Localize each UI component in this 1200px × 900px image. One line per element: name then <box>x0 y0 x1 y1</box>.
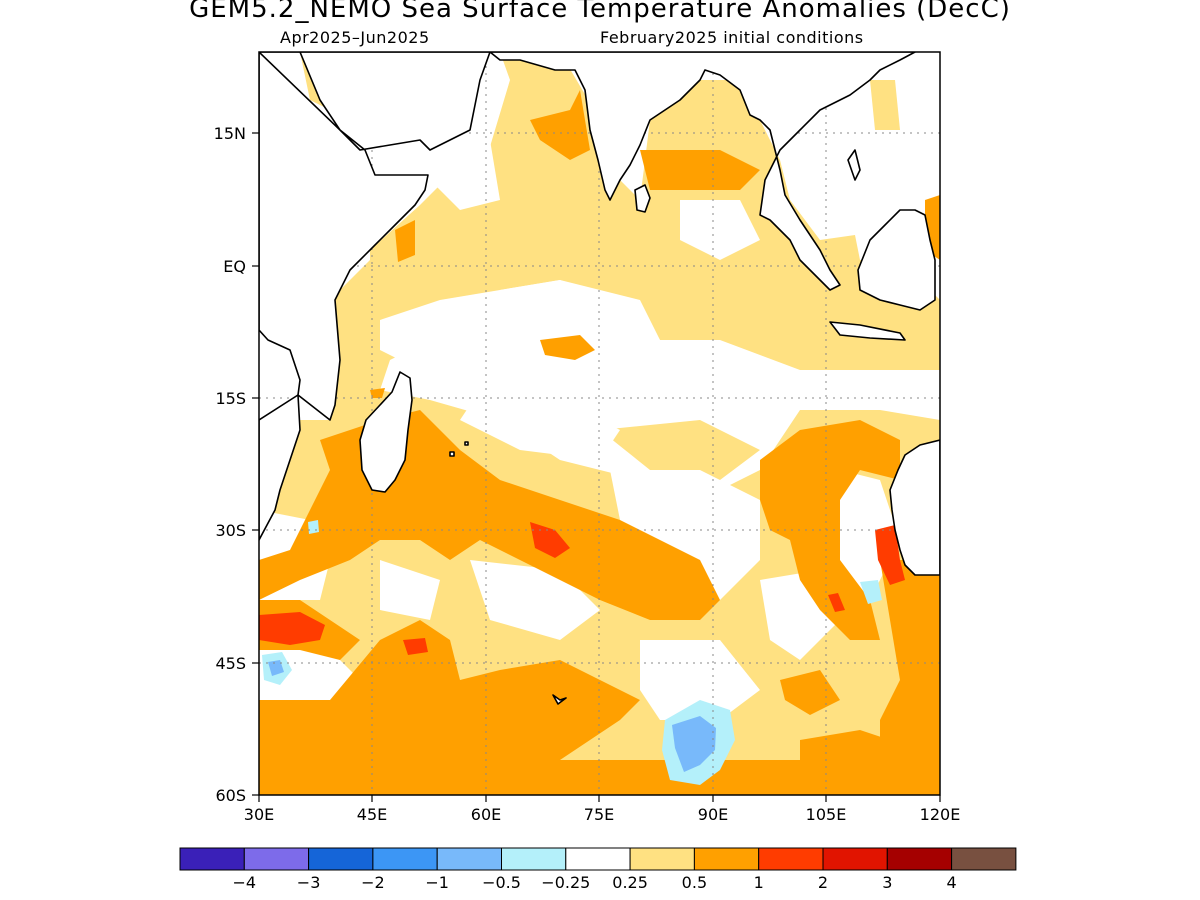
lat-label-15n: 15N <box>214 124 246 143</box>
kerguelen <box>552 694 567 705</box>
gridlines <box>259 52 940 795</box>
lat-label-45s: 45S <box>215 654 246 673</box>
madagascar <box>359 371 413 493</box>
southeast-asia <box>847 149 936 311</box>
colorbar-label: −0.5 <box>482 873 521 892</box>
lat-label-30s: 30S <box>215 521 246 540</box>
colorbar-swatch <box>308 847 374 871</box>
lon-label-120e: 120E <box>920 805 961 824</box>
colorbar-swatch <box>372 847 438 871</box>
coastlines <box>259 52 940 705</box>
anomaly-1-2 <box>259 522 905 655</box>
colorbar-swatch <box>693 847 760 871</box>
colorbar-swatch <box>629 847 695 871</box>
colorbar-label: −4 <box>233 873 257 892</box>
lon-label-105e: 105E <box>806 805 847 824</box>
lon-label-30e: 30E <box>244 805 274 824</box>
colorbar-swatch <box>179 847 245 871</box>
southern-africa <box>259 394 301 541</box>
colorbar-label: 0.25 <box>612 873 648 892</box>
colorbar-swatch <box>436 847 503 871</box>
colorbar-swatch <box>565 847 631 871</box>
initial-conditions: February2025 initial conditions <box>600 28 864 47</box>
axis-ticks <box>252 132 941 802</box>
colorbar-swatch <box>243 847 310 871</box>
lat-label-15s: 15S <box>215 389 246 408</box>
colorbar-label: −1 <box>425 873 449 892</box>
mascarene-islands <box>449 441 469 457</box>
indonesia-java <box>829 321 906 341</box>
colorbar-label: −0.25 <box>541 873 590 892</box>
lon-label-45e: 45E <box>357 805 387 824</box>
colorbar-label: 0.5 <box>682 873 707 892</box>
colorbar-swatch <box>951 847 1017 871</box>
lon-label-75e: 75E <box>584 805 614 824</box>
latitude-labels: 15N EQ 15S 30S 45S 60S <box>214 124 246 805</box>
lon-label-90e: 90E <box>698 805 728 824</box>
colorbar-swatch <box>822 847 888 871</box>
arabian-peninsula <box>489 52 916 291</box>
colorbar-label: 4 <box>947 873 957 892</box>
lat-label-60s: 60S <box>215 786 246 805</box>
sri-lanka <box>634 184 651 213</box>
anomaly-neg-0.5 <box>268 660 716 772</box>
colorbar-swatch <box>501 847 567 871</box>
colorbar-label: 2 <box>818 873 828 892</box>
colorbar-label: 1 <box>754 873 764 892</box>
colorbar-swatch <box>758 847 824 871</box>
australia <box>889 439 940 576</box>
lat-label-eq: EQ <box>223 257 246 276</box>
colorbar-label: −2 <box>361 873 385 892</box>
longitude-labels: 30E 45E 60E 75E 90E 105E 120E <box>244 805 961 824</box>
lon-label-60e: 60E <box>471 805 501 824</box>
colorbar-label: −3 <box>297 873 321 892</box>
forecast-period: Apr2025–Jun2025 <box>280 28 430 47</box>
africa-landmass <box>259 52 491 421</box>
colorbar-swatch <box>886 847 953 871</box>
colorbar-label: 3 <box>882 873 892 892</box>
color-legend: −4 −3 −2 −1 −0.5 −0.25 0.25 0.5 1 2 3 4 <box>179 847 1017 892</box>
map-title: GEM5.2_NEMO Sea Surface Temperature Anom… <box>189 0 1011 24</box>
